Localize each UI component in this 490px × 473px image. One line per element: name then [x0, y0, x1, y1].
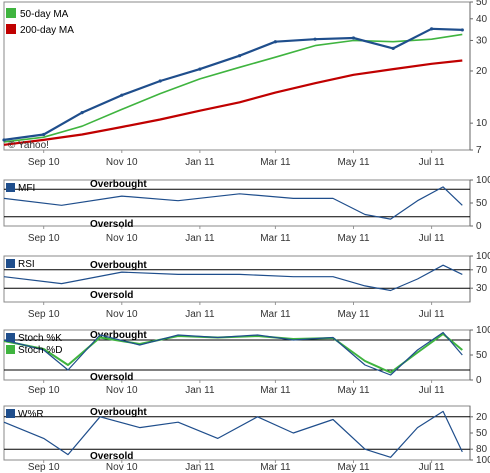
rsi-legend-label: RSI [18, 259, 35, 270]
x-tick-label: Jul 11 [419, 385, 445, 396]
stoch-d-legend-label: Stoch %D [18, 345, 62, 356]
ma50-legend-swatch [6, 8, 16, 18]
rsi-y-tick-label: 30 [476, 283, 488, 294]
price-y-tick-label: 50 [476, 0, 488, 8]
wr-panel-frame [3, 405, 471, 461]
x-tick-label: Jan 11 [185, 233, 215, 244]
watermark: © Yahoo! [8, 140, 49, 151]
mfi-legend-swatch [6, 183, 15, 192]
x-tick-label: Nov 10 [106, 462, 138, 473]
ma200-line [3, 59, 463, 146]
x-tick-label: Mar 11 [260, 385, 291, 396]
stoch-y-tick-label: 100 [476, 325, 490, 336]
x-tick-label: Sep 10 [28, 157, 60, 168]
x-tick-label: Jan 11 [185, 309, 215, 320]
ma200-legend-swatch [6, 24, 16, 34]
x-tick-label: Jan 11 [185, 462, 215, 473]
x-tick-label: Mar 11 [260, 157, 291, 168]
price-point [313, 37, 317, 41]
x-tick-label: Sep 10 [28, 462, 60, 473]
price-y-tick-label: 20 [476, 66, 488, 77]
ma50-line [3, 33, 463, 143]
price-point [80, 111, 84, 115]
x-tick-label: Mar 11 [260, 309, 291, 320]
mfi-y-tick-label: 0 [476, 221, 482, 232]
x-tick-label: May 11 [337, 309, 369, 320]
price-point [273, 40, 278, 44]
x-tick-label: Jul 11 [419, 462, 445, 473]
price-point [2, 138, 6, 142]
stoch-k-legend-swatch [6, 333, 15, 342]
stoch-y-tick-label: 50 [476, 350, 488, 361]
wr-oversold-label: Oversold [90, 451, 133, 462]
x-tick-label: Nov 10 [106, 157, 138, 168]
x-tick-label: May 11 [337, 157, 369, 168]
stoch-y-tick-label: 0 [476, 375, 482, 386]
price-y-tick-label: 40 [476, 14, 488, 25]
price-y-tick-label: 10 [476, 118, 488, 129]
ma200-legend-label: 200-day MA [20, 25, 74, 36]
rsi-panel-frame [3, 255, 471, 303]
x-tick-label: May 11 [337, 385, 369, 396]
x-tick-label: Sep 10 [28, 233, 60, 244]
stoch-overbought-label: Overbought [90, 330, 147, 341]
x-tick-label: Nov 10 [106, 233, 138, 244]
price-y-tick-label: 30 [476, 35, 488, 46]
rsi-line [3, 264, 463, 292]
mfi-y-tick-label: 100 [476, 175, 490, 186]
x-tick-label: Jan 11 [185, 157, 215, 168]
mfi-y-tick-label: 50 [476, 198, 488, 209]
x-tick-label: Mar 11 [260, 233, 291, 244]
price-y-tick-label: 7 [476, 145, 482, 156]
wr-legend-label: W%R [18, 409, 44, 420]
wr-y-tick-label: 100 [476, 455, 490, 466]
stoch-d-line [3, 333, 463, 374]
wr-legend-swatch [6, 409, 15, 418]
mfi-oversold-label: Oversold [90, 219, 133, 230]
stoch-d-legend-swatch [6, 345, 15, 354]
rsi-y-tick-label: 70 [476, 265, 488, 276]
wr-line [3, 410, 463, 458]
price-point [198, 67, 202, 71]
wr-y-tick-label: 80 [476, 444, 488, 455]
wr-overbought-label: Overbought [90, 407, 147, 418]
x-tick-label: May 11 [337, 462, 369, 473]
ma50-legend-label: 50-day MA [20, 9, 69, 20]
stoch-k-legend-label: Stoch %K [18, 333, 62, 344]
mfi-line [3, 186, 463, 220]
x-tick-label: Sep 10 [28, 385, 60, 396]
price-line [3, 27, 463, 141]
price-point [42, 132, 46, 137]
rsi-y-tick-label: 100 [476, 251, 490, 262]
x-tick-label: Mar 11 [260, 462, 291, 473]
rsi-legend-swatch [6, 259, 15, 268]
mfi-legend-label: MFI [18, 183, 35, 194]
price-point [158, 79, 162, 83]
price-point [460, 28, 464, 32]
price-point [429, 27, 434, 31]
x-tick-label: Jul 11 [419, 233, 445, 244]
stoch-k-line [3, 331, 463, 376]
x-tick-label: Nov 10 [106, 385, 138, 396]
price-point [120, 93, 124, 97]
wr-y-tick-label: 50 [476, 428, 488, 439]
x-tick-label: May 11 [337, 233, 369, 244]
price-point [237, 54, 242, 58]
price-point [351, 36, 356, 40]
stoch-oversold-label: Oversold [90, 372, 133, 383]
price-point [391, 46, 395, 50]
x-tick-label: Jul 11 [419, 309, 445, 320]
rsi-overbought-label: Overbought [90, 260, 147, 271]
rsi-oversold-label: Oversold [90, 290, 133, 301]
x-tick-label: Sep 10 [28, 309, 60, 320]
wr-y-tick-label: 20 [476, 412, 488, 423]
mfi-overbought-label: Overbought [90, 179, 147, 190]
x-tick-label: Nov 10 [106, 309, 138, 320]
x-tick-label: Jul 11 [419, 157, 445, 168]
x-tick-label: Jan 11 [185, 385, 215, 396]
